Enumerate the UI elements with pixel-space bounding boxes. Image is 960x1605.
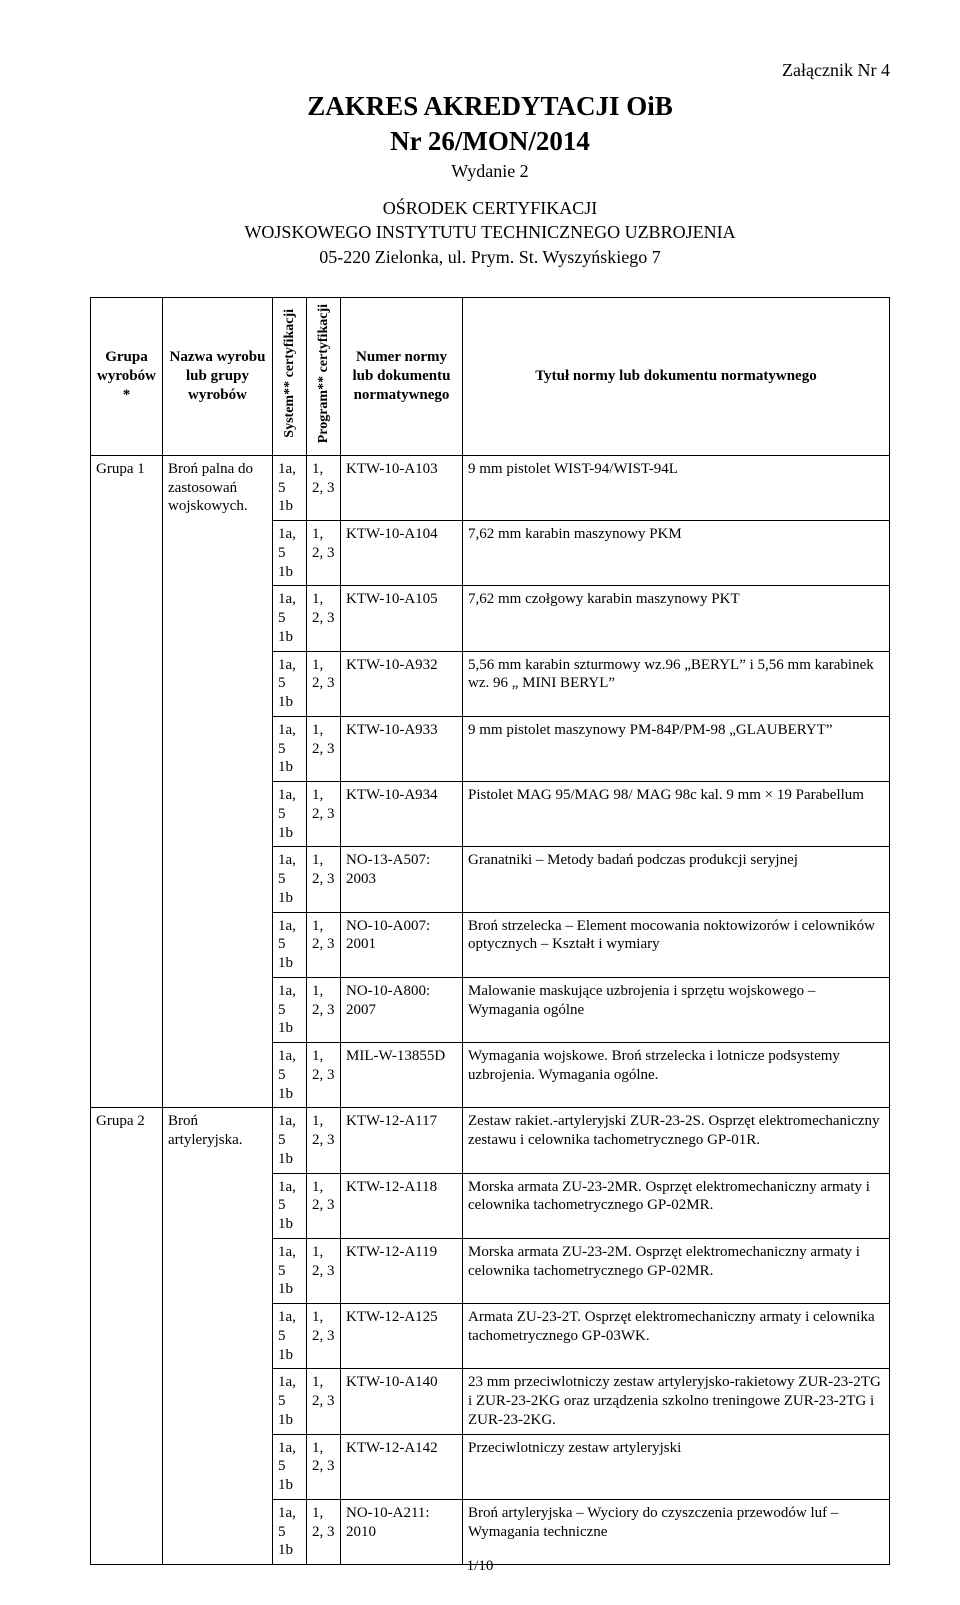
cell-program: 1, 2, 3	[307, 847, 341, 912]
cell-numer: KTW-10-A104	[341, 521, 463, 586]
cell-program: 1, 2, 3	[307, 651, 341, 716]
accreditation-table: Grupa wyrobów* Nazwa wyrobu lub grupy wy…	[90, 297, 890, 1565]
cell-program: 1, 2, 3	[307, 521, 341, 586]
cell-numer: KTW-10-A103	[341, 455, 463, 520]
cell-program: 1, 2, 3	[307, 1173, 341, 1238]
cell-tytul: 7,62 mm czołgowy karabin maszynowy PKT	[463, 586, 890, 651]
cell-system: 1a, 5 1b	[273, 912, 307, 977]
title-main: ZAKRES AKREDYTACJI OiB	[90, 91, 890, 122]
col-header-tytul: Tytuł normy lub dokumentu normatywnego	[463, 297, 890, 455]
cell-system: 1a, 5 1b	[273, 1304, 307, 1369]
cell-program: 1, 2, 3	[307, 1499, 341, 1564]
cell-tytul: Zestaw rakiet.-artyleryjski ZUR-23-2S. O…	[463, 1108, 890, 1173]
cell-program: 1, 2, 3	[307, 1108, 341, 1173]
cell-program: 1, 2, 3	[307, 586, 341, 651]
cell-tytul: 7,62 mm karabin maszynowy PKM	[463, 521, 890, 586]
cell-tytul: Broń artyleryjska – Wyciory do czyszczen…	[463, 1499, 890, 1564]
center-line-2: 05-220 Zielonka, ul. Prym. St. Wyszyński…	[90, 245, 890, 269]
page: Załącznik Nr 4 ZAKRES AKREDYTACJI OiB Nr…	[0, 0, 960, 1605]
cell-nazwa: Broń artyleryjska.	[163, 1108, 273, 1565]
col-header-program: Program** certyfikacji	[307, 297, 341, 455]
cell-tytul: 9 mm pistolet WIST-94/WIST-94L	[463, 455, 890, 520]
cell-numer: KTW-12-A125	[341, 1304, 463, 1369]
cell-system: 1a, 5 1b	[273, 847, 307, 912]
cell-system: 1a, 5 1b	[273, 1043, 307, 1108]
cell-tytul: Pistolet MAG 95/MAG 98/ MAG 98c kal. 9 m…	[463, 782, 890, 847]
cell-tytul: Morska armata ZU-23-2M. Osprzęt elektrom…	[463, 1238, 890, 1303]
col-header-grupa: Grupa wyrobów*	[91, 297, 163, 455]
cell-numer: KTW-10-A105	[341, 586, 463, 651]
cell-numer: KTW-12-A118	[341, 1173, 463, 1238]
cell-numer: NO-10-A211: 2010	[341, 1499, 463, 1564]
appendix-label: Załącznik Nr 4	[90, 60, 890, 81]
cell-system: 1a, 5 1b	[273, 1499, 307, 1564]
cell-program: 1, 2, 3	[307, 455, 341, 520]
cell-numer: KTW-10-A933	[341, 716, 463, 781]
cell-system: 1a, 5 1b	[273, 977, 307, 1042]
cell-tytul: Broń strzelecka – Element mocowania nokt…	[463, 912, 890, 977]
cell-program: 1, 2, 3	[307, 977, 341, 1042]
cell-grupa: Grupa 1	[91, 455, 163, 1108]
cell-numer: NO-13-A507: 2003	[341, 847, 463, 912]
cell-system: 1a, 5 1b	[273, 1108, 307, 1173]
cell-tytul: Malowanie maskujące uzbrojenia i sprzętu…	[463, 977, 890, 1042]
cell-system: 1a, 5 1b	[273, 586, 307, 651]
table-row: Grupa 1Broń palna do zastosowań wojskowy…	[91, 455, 890, 520]
cell-system: 1a, 5 1b	[273, 1173, 307, 1238]
cell-numer: KTW-10-A934	[341, 782, 463, 847]
cell-program: 1, 2, 3	[307, 782, 341, 847]
cell-tytul: Morska armata ZU-23-2MR. Osprzęt elektro…	[463, 1173, 890, 1238]
cell-numer: KTW-12-A119	[341, 1238, 463, 1303]
cell-system: 1a, 5 1b	[273, 1434, 307, 1499]
center-line-1: WOJSKOWEGO INSTYTUTU TECHNICZNEGO UZBROJ…	[90, 220, 890, 244]
cell-program: 1, 2, 3	[307, 716, 341, 781]
cell-numer: NO-10-A800: 2007	[341, 977, 463, 1042]
cell-program: 1, 2, 3	[307, 1043, 341, 1108]
cell-numer: KTW-12-A142	[341, 1434, 463, 1499]
cell-program: 1, 2, 3	[307, 912, 341, 977]
cell-tytul: Granatniki – Metody badań podczas produk…	[463, 847, 890, 912]
cell-system: 1a, 5 1b	[273, 521, 307, 586]
title-block: ZAKRES AKREDYTACJI OiB Nr 26/MON/2014 Wy…	[90, 91, 890, 269]
title-number: Nr 26/MON/2014	[90, 126, 890, 157]
col-header-nazwa: Nazwa wyrobu lub grupy wyrobów	[163, 297, 273, 455]
edition: Wydanie 2	[90, 161, 890, 182]
cell-tytul: Wymagania wojskowe. Broń strzelecka i lo…	[463, 1043, 890, 1108]
cell-numer: KTW-12-A117	[341, 1108, 463, 1173]
cell-system: 1a, 5 1b	[273, 782, 307, 847]
page-footer: 1/10	[0, 1558, 960, 1575]
cell-grupa: Grupa 2	[91, 1108, 163, 1565]
cell-tytul: Armata ZU-23-2T. Osprzęt elektromechanic…	[463, 1304, 890, 1369]
center-line-0: OŚRODEK CERTYFIKACJI	[90, 196, 890, 220]
cell-numer: KTW-10-A932	[341, 651, 463, 716]
table-header-row: Grupa wyrobów* Nazwa wyrobu lub grupy wy…	[91, 297, 890, 455]
cell-system: 1a, 5 1b	[273, 455, 307, 520]
cell-numer: NO-10-A007: 2001	[341, 912, 463, 977]
table-body: Grupa 1Broń palna do zastosowań wojskowy…	[91, 455, 890, 1564]
cell-program: 1, 2, 3	[307, 1238, 341, 1303]
cell-tytul: 5,56 mm karabin szturmowy wz.96 „BERYL” …	[463, 651, 890, 716]
cell-program: 1, 2, 3	[307, 1304, 341, 1369]
table-row: Grupa 2Broń artyleryjska.1a, 5 1b1, 2, 3…	[91, 1108, 890, 1173]
cell-system: 1a, 5 1b	[273, 1238, 307, 1303]
cell-system: 1a, 5 1b	[273, 716, 307, 781]
cell-program: 1, 2, 3	[307, 1369, 341, 1434]
col-header-system-text: System** certyfikacji	[281, 305, 299, 442]
cell-system: 1a, 5 1b	[273, 1369, 307, 1434]
cell-numer: KTW-10-A140	[341, 1369, 463, 1434]
cell-nazwa: Broń palna do zastosowań wojskowych.	[163, 455, 273, 1108]
cell-program: 1, 2, 3	[307, 1434, 341, 1499]
col-header-program-text: Program** certyfikacji	[315, 300, 333, 447]
cell-tytul: Przeciwlotniczy zestaw artyleryjski	[463, 1434, 890, 1499]
cell-numer: MIL-W-13855D	[341, 1043, 463, 1108]
cell-system: 1a, 5 1b	[273, 651, 307, 716]
col-header-system: System** certyfikacji	[273, 297, 307, 455]
cell-tytul: 9 mm pistolet maszynowy PM-84P/PM-98 „GL…	[463, 716, 890, 781]
col-header-numer: Numer normy lub dokumentu normatywnego	[341, 297, 463, 455]
cell-tytul: 23 mm przeciwlotniczy zestaw artyleryjsk…	[463, 1369, 890, 1434]
